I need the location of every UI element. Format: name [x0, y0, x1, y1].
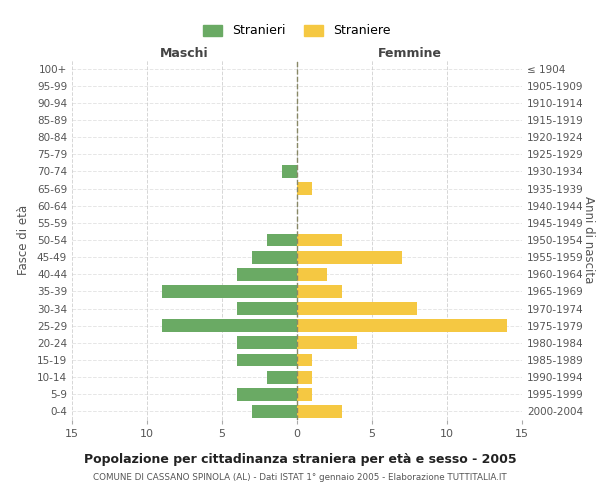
- Bar: [282, 165, 297, 178]
- Bar: [297, 268, 327, 280]
- Bar: [297, 234, 342, 246]
- Text: Popolazione per cittadinanza straniera per età e sesso - 2005: Popolazione per cittadinanza straniera p…: [83, 452, 517, 466]
- Bar: [237, 268, 297, 280]
- Bar: [237, 302, 297, 315]
- Bar: [237, 336, 297, 349]
- Bar: [297, 182, 312, 195]
- Bar: [297, 302, 417, 315]
- Y-axis label: Fasce di età: Fasce di età: [17, 205, 30, 275]
- Text: COMUNE DI CASSANO SPINOLA (AL) - Dati ISTAT 1° gennaio 2005 - Elaborazione TUTTI: COMUNE DI CASSANO SPINOLA (AL) - Dati IS…: [93, 472, 507, 482]
- Legend: Stranieri, Straniere: Stranieri, Straniere: [199, 20, 395, 42]
- Bar: [267, 370, 297, 384]
- Bar: [252, 250, 297, 264]
- Bar: [297, 250, 402, 264]
- Bar: [267, 234, 297, 246]
- Bar: [297, 354, 312, 366]
- Bar: [297, 320, 507, 332]
- Bar: [297, 370, 312, 384]
- Bar: [162, 285, 297, 298]
- Text: Femmine: Femmine: [377, 47, 442, 60]
- Bar: [297, 388, 312, 400]
- Bar: [162, 320, 297, 332]
- Y-axis label: Anni di nascita: Anni di nascita: [582, 196, 595, 284]
- Bar: [237, 388, 297, 400]
- Bar: [237, 354, 297, 366]
- Text: Maschi: Maschi: [160, 47, 209, 60]
- Bar: [297, 285, 342, 298]
- Bar: [297, 405, 342, 418]
- Bar: [297, 336, 357, 349]
- Bar: [252, 405, 297, 418]
